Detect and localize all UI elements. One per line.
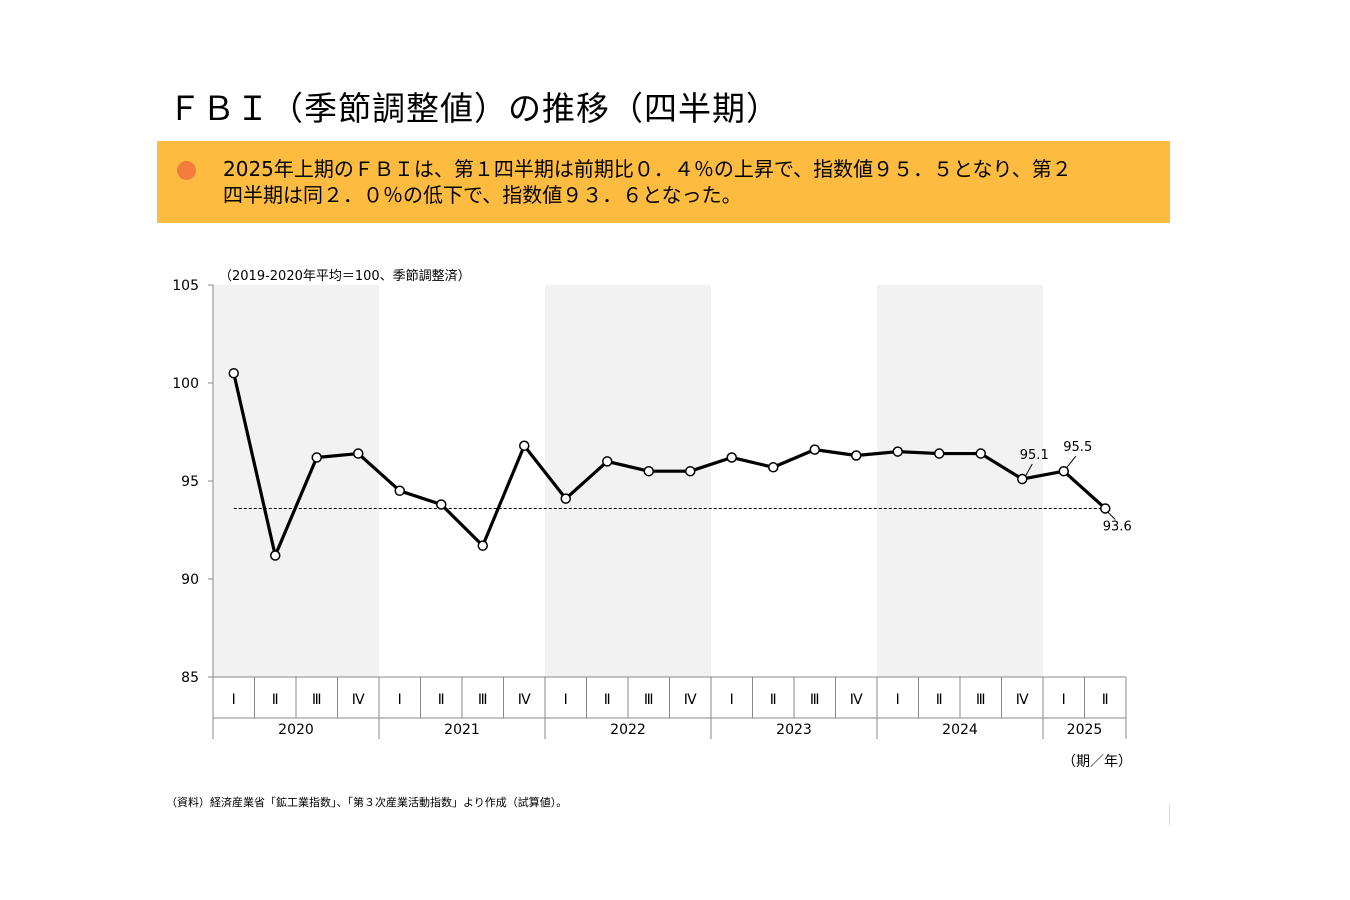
data-point <box>934 448 945 459</box>
data-label: 95.1 <box>1020 448 1049 463</box>
quarter-label: Ⅲ <box>478 692 488 708</box>
data-point <box>851 450 862 461</box>
data-point <box>394 485 405 497</box>
quarter-label: Ⅰ <box>1062 692 1066 708</box>
quarter-label: Ⅳ <box>684 692 697 708</box>
year-band-2022 <box>545 285 711 677</box>
quarter-label: Ⅳ <box>850 692 863 708</box>
data-point <box>1100 503 1111 514</box>
quarter-label: Ⅰ <box>730 692 734 708</box>
year-band-2024 <box>877 285 1043 677</box>
quarter-label: Ⅳ <box>352 692 365 708</box>
quarter-label: Ⅳ <box>1016 692 1029 708</box>
data-point <box>768 462 779 473</box>
data-point <box>353 448 364 459</box>
quarter-label: Ⅱ <box>1102 692 1109 708</box>
y-axis-label: （2019-2020年平均＝100、季節調整済） <box>219 268 471 284</box>
quarter-label: Ⅱ <box>272 692 279 708</box>
page-title: ＦＢＩ（季節調整値）の推移（四半期） <box>168 89 780 128</box>
data-point <box>1017 473 1028 485</box>
quarter-label: Ⅱ <box>604 692 611 708</box>
y-tick-label: 100 <box>172 376 199 392</box>
data-point <box>602 456 613 467</box>
summary-line-2: 四半期は同２．０％の低下で、指数値９３．６となった。 <box>223 183 742 207</box>
quarter-label: Ⅲ <box>810 692 820 708</box>
data-point <box>228 367 239 379</box>
quarter-label: Ⅱ <box>936 692 943 708</box>
quarter-label: Ⅲ <box>644 692 654 708</box>
quarter-label: Ⅰ <box>896 692 900 708</box>
source-note: （資料）経済産業省「鉱工業指数」、「第３次産業活動指数」より作成（試算値）。 <box>166 796 568 809</box>
annotation-leader <box>1107 511 1116 520</box>
data-point <box>809 444 820 455</box>
quarter-label: Ⅰ <box>398 692 402 708</box>
data-label: 93.6 <box>1103 519 1132 534</box>
quarter-label: Ⅳ <box>518 692 531 708</box>
quarter-label: Ⅲ <box>312 692 322 708</box>
bullet-icon <box>177 161 196 180</box>
y-tick-label: 105 <box>172 278 199 294</box>
data-point <box>685 465 696 477</box>
data-point <box>726 452 737 463</box>
data-point <box>436 499 447 510</box>
summary-line-1: 2025年上期のＦＢＩは、第１四半期は前期比０．４％の上昇で、指数値９５．５とな… <box>223 157 1072 181</box>
data-label: 95.5 <box>1063 440 1092 455</box>
quarter-label: Ⅱ <box>438 692 445 708</box>
year-label: 2021 <box>444 722 480 738</box>
data-point <box>270 550 281 561</box>
data-point <box>477 540 488 551</box>
y-tick-label: 90 <box>181 572 199 588</box>
year-label: 2025 <box>1067 722 1103 738</box>
series-line <box>232 372 1107 558</box>
data-point <box>560 493 571 504</box>
x-axis-unit: （期／年） <box>1062 754 1132 770</box>
summary-text: 2025年上期のＦＢＩは、第１四半期は前期比０．４％の上昇で、指数値９５．５とな… <box>223 156 1153 208</box>
data-point <box>1058 465 1069 477</box>
data-point <box>311 452 322 463</box>
summary-box: 2025年上期のＦＢＩは、第１四半期は前期比０．４％の上昇で、指数値９５．５とな… <box>157 141 1170 223</box>
annotation-leader <box>1025 463 1033 476</box>
data-point <box>975 448 986 459</box>
year-label: 2023 <box>776 722 812 738</box>
quarter-label: Ⅱ <box>770 692 777 708</box>
quarter-label: Ⅰ <box>232 692 236 708</box>
quarter-label: Ⅰ <box>564 692 568 708</box>
year-band-2020 <box>213 285 379 677</box>
y-tick-label: 95 <box>181 474 199 490</box>
data-point <box>519 440 530 451</box>
year-label: 2024 <box>942 722 978 738</box>
data-point <box>643 465 654 477</box>
year-label: 2022 <box>610 722 646 738</box>
quarter-label: Ⅲ <box>976 692 986 708</box>
y-tick-label: 85 <box>181 670 199 686</box>
data-point <box>892 446 903 457</box>
divider <box>1169 805 1170 825</box>
annotation-leader <box>1066 455 1077 468</box>
year-label: 2020 <box>278 722 314 738</box>
